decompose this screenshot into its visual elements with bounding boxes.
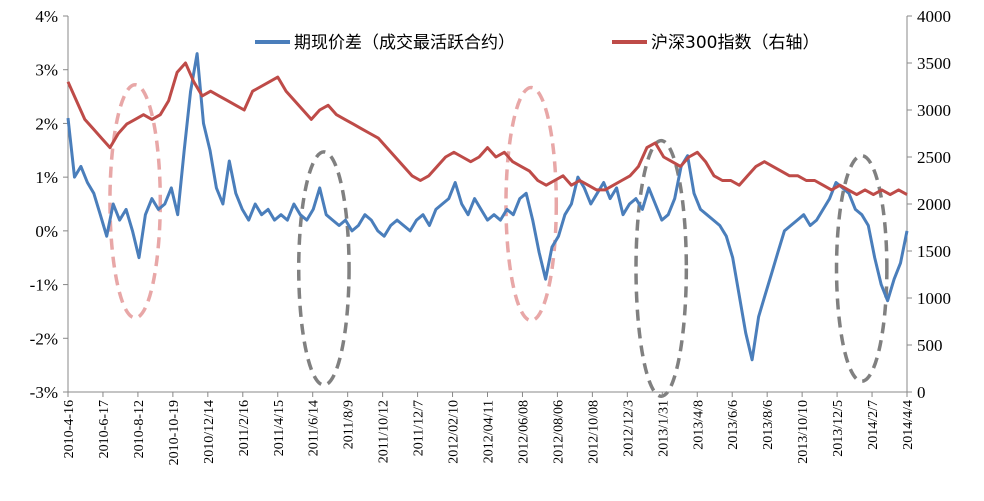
highlight-ellipse [634, 138, 689, 399]
series-line-index [66, 61, 908, 197]
right-tick-label: 3500 [917, 54, 951, 73]
right-tick-label: 1500 [917, 242, 951, 261]
left-tick-label: 4% [35, 7, 58, 26]
legend-label-spread: 期现价差（成交最活跃合约） [294, 33, 515, 53]
x-tick-label: 2014/4/4 [901, 400, 916, 450]
right-tick-label: 1000 [917, 289, 951, 308]
x-tick-label: 2010-10-19 [167, 400, 182, 465]
x-tick-label: 2013/12/5 [831, 400, 846, 457]
legend: 期现价差（成交最活跃合约） 沪深300指数（右轴） [255, 33, 819, 53]
x-tick-label: 2014/2/7 [866, 400, 881, 450]
highlight-ellipse [296, 150, 351, 387]
series-line-spread [66, 52, 909, 362]
left-tick-label: -2% [30, 329, 58, 348]
right-tick-label: 3000 [917, 101, 951, 120]
x-tick-label: 2011/4/15 [272, 400, 287, 456]
left-tick-label: 2% [35, 114, 58, 133]
x-tick-label: 2012/08/06 [551, 400, 566, 464]
x-tick-label: 2013/1/31 [656, 400, 671, 457]
x-tick-label: 2011/12/7 [412, 400, 427, 456]
x-tick-label: 2010-6-17 [97, 400, 112, 458]
x-tick-label: 2010-4-16 [62, 400, 77, 458]
right-tick-label: 4000 [917, 7, 951, 26]
highlight-ellipse [504, 85, 559, 323]
left-tick-label: 3% [35, 61, 58, 80]
right-tick-label: 2500 [917, 148, 951, 167]
left-tick-label: -1% [30, 276, 58, 295]
x-tick-label: 2011/8/9 [342, 400, 357, 449]
x-tick-label: 2011/10/12 [377, 400, 392, 463]
left-tick-label: 1% [35, 168, 58, 187]
x-tick-label: 2013/4/8 [691, 400, 706, 450]
x-tick-label: 2011/6/14 [307, 400, 322, 456]
highlight-ellipses [108, 83, 889, 399]
x-tick-label: 2012/10/08 [586, 400, 601, 464]
series-lines [66, 52, 909, 362]
x-tick-label: 2012/12/3 [621, 400, 636, 457]
x-tick-label: 2010-8-12 [132, 400, 147, 458]
highlight-ellipse [834, 153, 889, 384]
left-tick-label: -3% [30, 383, 58, 402]
legend-label-index: 沪深300指数（右轴） [651, 33, 819, 53]
left-tick-label: 0% [35, 222, 58, 241]
x-tick-label: 2011/2/16 [237, 400, 252, 456]
right-tick-label: 500 [917, 336, 943, 355]
x-tick-label: 2012/02/10 [447, 400, 462, 464]
right-tick-label: 2000 [917, 195, 951, 214]
x-tick-label: 2013/10/10 [796, 400, 811, 464]
axes: -3% -2% -1% 0% 1% 2% 3% 4% 0 500 1000 1500 2000 2500 3… [30, 7, 951, 465]
x-tick-label: 2012/04/11 [482, 400, 497, 463]
x-tick-label: 2013/6/6 [726, 400, 741, 450]
highlight-ellipse [108, 83, 163, 320]
x-tick-label: 2010/12/14 [202, 400, 217, 464]
x-tick-label: 2013/8/6 [761, 400, 776, 450]
x-tick-label: 2012/06/08 [516, 400, 531, 464]
right-tick-label: 0 [917, 383, 926, 402]
